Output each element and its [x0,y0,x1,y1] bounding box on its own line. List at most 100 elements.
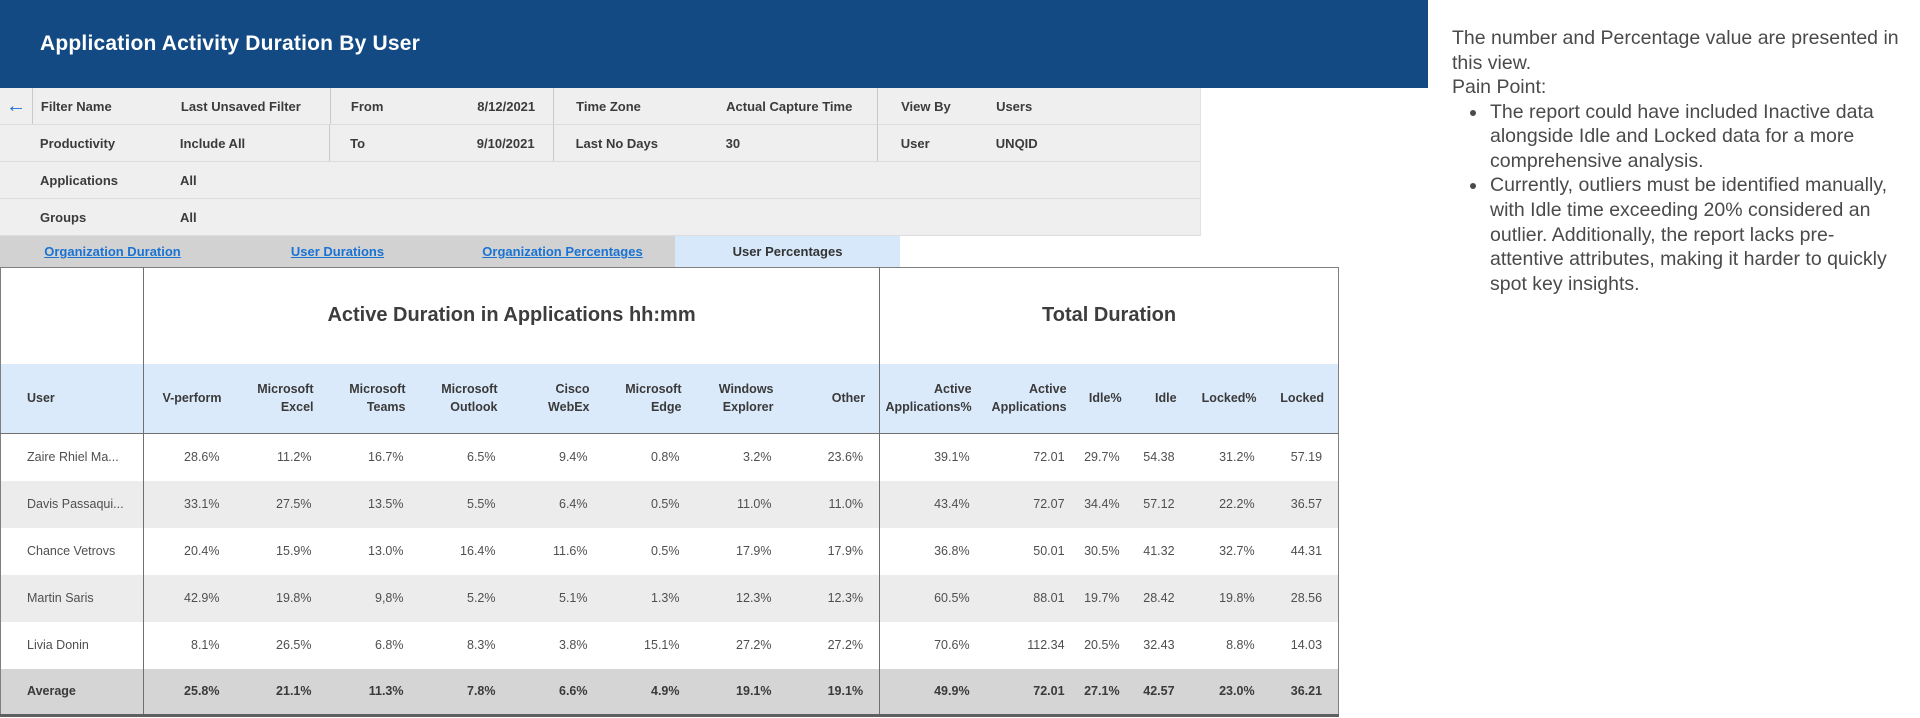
value-cell: 27.1% [1084,684,1120,699]
value-cell: 19.8% [276,591,312,605]
column-header: Windows Explorer [695,363,788,434]
column-header: Microsoft Edge [603,363,696,434]
tab-label[interactable]: User Durations [290,244,385,259]
value-cell: 11.0% [736,497,772,511]
value-cell: 19.1% [736,684,772,699]
filter-row: ← Filter Name Last Unsaved Filter From 8… [0,88,1200,125]
filter-field-filter-name: Filter Name Last Unsaved Filter [33,88,330,124]
annotation-bullet: Currently, outliers must be identified m… [1488,173,1900,296]
title-bar: Application Activity Duration By User [0,0,1428,88]
annotation-bullet: The report could have included Inactive … [1488,100,1900,174]
filter-field-view-by: View By Users [877,88,1200,124]
table-row: Chance Vetrovs 20.4% 15.9% 13.0% 16.4% 11.6% 0… [0,527,1339,575]
tab-label[interactable]: User Percentages [732,244,843,259]
value-cell: 26.5% [276,638,312,652]
value-cell: 28.6% [184,450,220,465]
tab-label[interactable]: Organization Duration [44,244,181,259]
filter-value: UNQID [995,135,1038,151]
value-cell: 14.03 [1290,638,1323,652]
value-cell: 31.2% [1219,450,1255,465]
group-header-active-duration: Active Duration in Applications hh:mm [142,267,881,364]
value-cell: 12.3% [736,591,772,605]
value-cell: 42.9% [184,591,220,605]
value-cell: 3.8% [559,638,588,652]
tab-user-durations[interactable]: User Durations [225,236,450,267]
value-cell: 11.0% [828,497,864,511]
value-cell: 16.4% [460,544,496,558]
value-cell: 19.1% [827,684,864,699]
value-cell: 12.3% [827,591,864,605]
value-cell: 22.2% [1219,497,1255,511]
value-cell: 6.4% [559,497,588,511]
annotation-panel: The number and Percentage value are pres… [1428,0,1920,718]
filter-row-spacer [0,162,32,198]
back-button[interactable]: ← [0,88,33,124]
filter-row: Applications All [0,162,1200,199]
filter-field-from: From 8/12/2021 [329,88,553,124]
filter-field-last-no-days: Last No Days 30 [552,125,877,161]
table-row: Martin Saris 42.9% 19.8% 9,8% 5.2% 5.1% 1.3% 12… [0,574,1339,622]
value-cell: 25.8% [184,684,220,699]
value-cell: 20.5% [1084,638,1120,652]
column-header: Microsoft Outlook [419,363,512,434]
filter-summary-bar: ← Filter Name Last Unsaved Filter From 8… [0,88,1201,236]
value-cell: 20.4% [184,544,220,558]
value-cell: 19.8% [1219,591,1255,605]
value-cell: 0.8% [651,450,680,465]
column-header-row: User V-perform Microsoft Excel Microsoft… [0,363,1339,434]
column-header: Microsoft Excel [235,363,328,434]
value-cell: 41.32 [1143,544,1175,558]
user-name-cell: Davis Passaqui... [0,480,144,528]
tab-organization-percentages[interactable]: Organization Percentages [450,236,675,267]
filter-label: Productivity [39,135,116,151]
value-cell: 4.9% [651,684,680,699]
value-cell: 11.6% [552,544,588,558]
value-cell: 11.3% [368,684,404,699]
value-cell: 15.1% [644,638,680,652]
average-row: Average 25.8% 21.1% 11.3% 7.8% 6.6% 4.9% 19.1% 1… [0,668,1339,716]
value-cell: 72.01 [1033,684,1065,699]
value-cell: 44.31 [1290,544,1323,558]
column-header: Cisco WebEx [511,363,604,434]
filter-value: All [180,209,197,225]
tab-label[interactable]: Organization Percentages [482,244,643,259]
value-cell: 17.9% [736,544,772,558]
value-cell: 27.2% [827,638,864,652]
value-cell: 13.5% [368,497,404,511]
value-cell: 34.4% [1084,497,1120,511]
column-header: Idle [1135,363,1191,434]
value-cell: 6.5% [467,450,496,465]
value-cell: 57.19 [1290,450,1323,465]
value-cell: 0.5% [651,544,680,558]
back-arrow-icon[interactable]: ← [5,95,26,117]
value-cell: 33.1% [184,497,220,511]
value-cell: 29.7% [1084,450,1120,465]
column-header: Microsoft Teams [327,363,420,434]
value-cell: 72.07 [1033,497,1065,511]
tab-user-percentages[interactable]: User Percentages [675,236,900,267]
value-cell: 5.2% [467,591,496,605]
filter-field-groups: Groups All [32,199,330,235]
filter-field-time-zone: Time Zone Actual Capture Time [553,88,877,124]
value-cell: 70.6% [879,621,986,669]
value-cell: 60.5% [879,574,986,622]
group-header-total-duration: Total Duration [879,267,1339,364]
value-cell: 5.5% [467,497,496,511]
value-cell: 6.6% [559,684,588,699]
filter-row-spacer [0,199,32,235]
report-tabs: Organization Duration User Durations Org… [0,236,900,267]
user-name-cell: Average [0,668,144,716]
value-cell: 13.0% [368,544,404,558]
value-cell: 21.1% [276,684,312,699]
value-cell: 112.34 [1027,638,1065,652]
column-header: Idle% [1080,363,1136,434]
value-cell: 49.9% [879,668,986,716]
value-cell: 42.57 [1143,684,1175,699]
filter-value: Users [996,98,1033,114]
filter-value: Last Unsaved Filter [180,98,301,114]
value-cell: 15.9% [276,544,312,558]
column-header: V-perform [143,363,236,434]
tab-organization-duration[interactable]: Organization Duration [0,236,225,267]
value-cell: 72.01 [1033,450,1065,465]
value-cell: 54.38 [1143,450,1175,465]
